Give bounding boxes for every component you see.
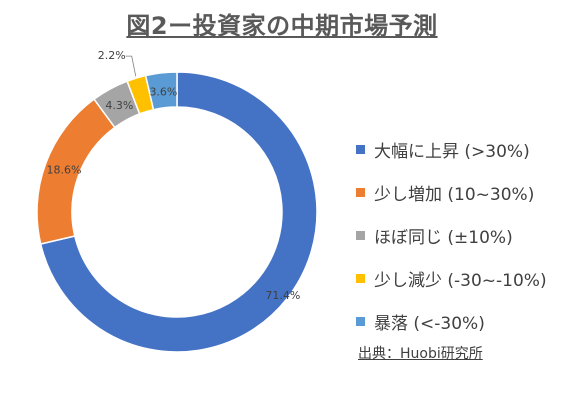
slice-leader-line-4 [125, 55, 137, 77]
chart-title: 図2ー投資家の中期市場予測 [126, 12, 438, 40]
legend-item-2: 少し増加 (10~30%) [356, 171, 547, 214]
slice-label-2: 18.6% [46, 163, 81, 176]
legend-label-4: 少し減少 (-30~-10%) [374, 271, 547, 291]
legend-item-5: 暴落 (<-30%) [356, 300, 547, 343]
donut-slice-1 [39, 71, 318, 353]
slice-label-4: 2.2% [98, 49, 126, 62]
legend-label-3: ほぼ同じ (±10%) [374, 228, 513, 248]
legend-swatch-5 [356, 317, 365, 326]
legend-swatch-4 [356, 274, 365, 283]
legend-swatch-2 [356, 188, 365, 197]
slice-label-5: 3.6% [149, 85, 177, 98]
legend-label-2: 少し増加 (10~30%) [374, 185, 535, 205]
legend-swatch-1 [356, 145, 365, 154]
legend: 大幅に上昇 (>30%) 少し増加 (10~30%) ほぼ同じ (±10%) 少し減少… [356, 128, 547, 343]
legend-label-5: 暴落 (<-30%) [374, 314, 485, 334]
donut-slice-5 [144, 71, 178, 111]
source-note: 出典：Huobi研究所 [358, 346, 483, 362]
legend-swatch-3 [356, 231, 365, 240]
slice-label-1: 71.4% [265, 289, 300, 302]
slice-label-3: 4.3% [105, 99, 133, 112]
legend-item-4: 少し減少 (-30~-10%) [356, 257, 547, 300]
legend-label-1: 大幅に上昇 (>30%) [374, 142, 530, 162]
legend-item-3: ほぼ同じ (±10%) [356, 214, 547, 257]
legend-item-1: 大幅に上昇 (>30%) [356, 128, 547, 171]
